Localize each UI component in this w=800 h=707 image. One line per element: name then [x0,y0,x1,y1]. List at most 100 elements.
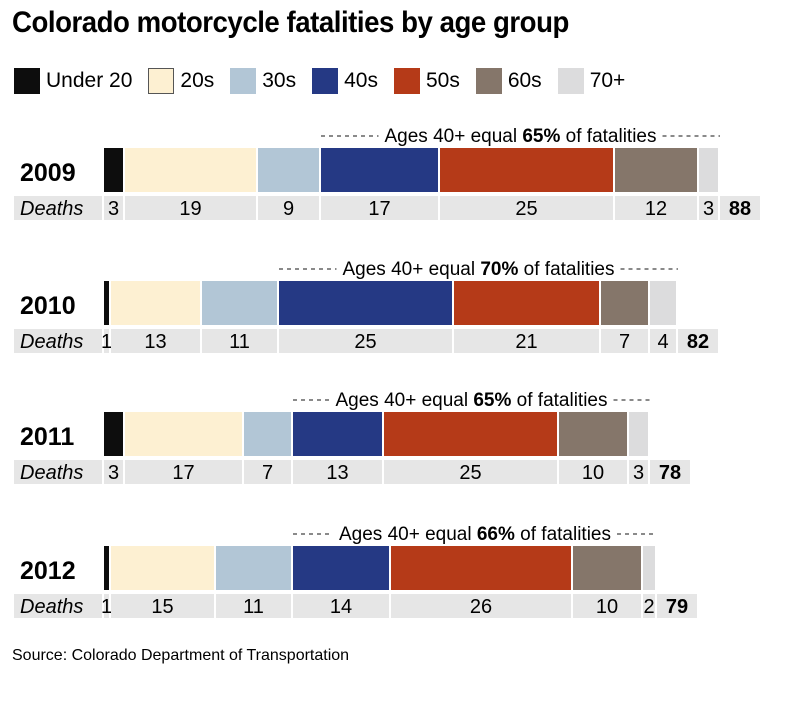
total-label: 82 [687,331,709,353]
value-label-30s: 11 [229,331,250,353]
value-cell-bg [125,460,242,484]
bar-segment-50s [440,148,613,192]
chart-title: Colorado motorcycle fatalities by age gr… [12,6,569,39]
total-label: 78 [659,462,681,484]
value-cell-bg [454,329,599,353]
value-label-40s: 25 [354,331,376,353]
value-label-60s: 12 [645,198,667,220]
value-label-20s: 15 [151,596,173,618]
bar-segment-60s [601,281,648,325]
value-label-40s: 17 [368,198,390,220]
value-cell-bg [258,196,319,220]
value-cell-bg [125,196,256,220]
bar-segment-30s [216,546,291,590]
legend-swatch [230,68,257,94]
bar-segment-50s [391,546,571,590]
value-cell-bg [650,329,676,353]
bar-segment-under-20 [104,412,123,456]
legend-label: 60s [507,69,542,92]
value-cell-bg [293,460,382,484]
total-cell-bg [650,460,690,484]
value-cell-bg [440,196,613,220]
bar-segment-under-20 [104,148,123,192]
bar-segment-70 [699,148,718,192]
annotation-label: Ages 40+ equal 65% of fatalities [335,390,607,411]
bar-segment-60s [559,412,627,456]
legend: Under 20 20s 30s 40s 50s 60s 70+ [14,66,641,96]
bar-segment-70 [629,412,648,456]
legend-label: 50s [425,69,460,92]
source-note: Source: Colorado Department of Transport… [12,647,350,664]
value-cell-bg [629,460,648,484]
value-cell-bg [111,594,214,618]
bar-segment-40s [293,412,382,456]
value-cell-bg [244,460,291,484]
total-cell-bg [678,329,718,353]
year-group-2012: 2012 Deaths 1 15 11 14 26 10 2 79 Ages 40+ equal 6… [14,524,697,618]
legend-item-50s: 50s [393,68,460,94]
bar-segment-40s [293,546,389,590]
bar-segment-50s [384,412,557,456]
legend-item-20s: 20s [148,68,214,94]
value-label-30s: 9 [283,198,294,220]
deaths-label: Deaths [20,596,83,618]
bar-segment-60s [573,546,641,590]
bar-segment-70 [643,546,655,590]
value-label-60s: 7 [619,331,630,353]
year-label: 2010 [20,292,76,320]
legend-label: 70+ [589,69,626,92]
annotation-label: Ages 40+ equal 66% of fatalities [339,524,611,545]
value-cell-bg [384,460,557,484]
value-cell-bg [643,594,655,618]
value-cell-bg [111,329,200,353]
year-group-2010: 2010 Deaths 1 13 11 25 21 7 4 82 Ages 40+ equal 70… [14,259,718,353]
value-cell-bg [615,196,697,220]
value-label-50s: 21 [515,331,537,353]
value-label-70: 3 [633,462,644,484]
value-label-70: 2 [643,596,654,618]
legend-swatch [312,68,339,94]
bar-segment-40s [279,281,452,325]
bar-segment-60s [615,148,697,192]
legend-swatch [557,68,584,94]
bar-segment-20s [111,281,200,325]
bar-segment-20s [125,412,242,456]
value-label-60s: 10 [582,462,604,484]
value-label-under-20: 3 [108,198,119,220]
year-group-2009: 2009 Deaths 3 19 9 17 25 12 3 88 Ages 40+ equal 65… [14,126,760,220]
deaths-label-bg [14,594,102,618]
value-cell-bg [202,329,277,353]
legend-label: 20s [180,69,215,92]
legend-swatch [148,68,175,94]
total-cell-bg [720,196,760,220]
deaths-label: Deaths [20,331,83,353]
year-label: 2011 [20,423,74,451]
legend-item-60s: 60s [475,68,542,94]
bar-segment-20s [111,546,214,590]
bar-segment-20s [125,148,256,192]
total-label: 79 [666,596,688,618]
deaths-label-bg [14,329,102,353]
legend-label: Under 20 [46,69,133,92]
annotation-label: Ages 40+ equal 70% of fatalities [342,259,614,280]
bar-segment-under-20 [104,546,109,590]
value-cell-bg [293,594,389,618]
year-label: 2012 [20,557,76,585]
legend-item-under-20: Under 20 [14,68,132,94]
value-cell-bg [573,594,641,618]
value-cell-bg [699,196,718,220]
legend-swatch [475,68,502,94]
value-cell-bg [559,460,627,484]
legend-item-70: 70+ [557,68,626,94]
value-cell-bg [104,329,109,353]
legend-item-40s: 40s [312,68,378,94]
value-cell-bg [104,196,123,220]
bar-segment-30s [244,412,291,456]
value-label-40s: 13 [326,462,348,484]
annotation-label: Ages 40+ equal 65% of fatalities [384,126,656,147]
deaths-label-bg [14,196,102,220]
year-group-2011: 2011 Deaths 3 17 7 13 25 10 3 78 Ages 40+ equal 65… [14,390,690,484]
value-label-20s: 17 [172,462,194,484]
value-cell-bg [601,329,648,353]
legend-label: 30s [262,69,297,92]
